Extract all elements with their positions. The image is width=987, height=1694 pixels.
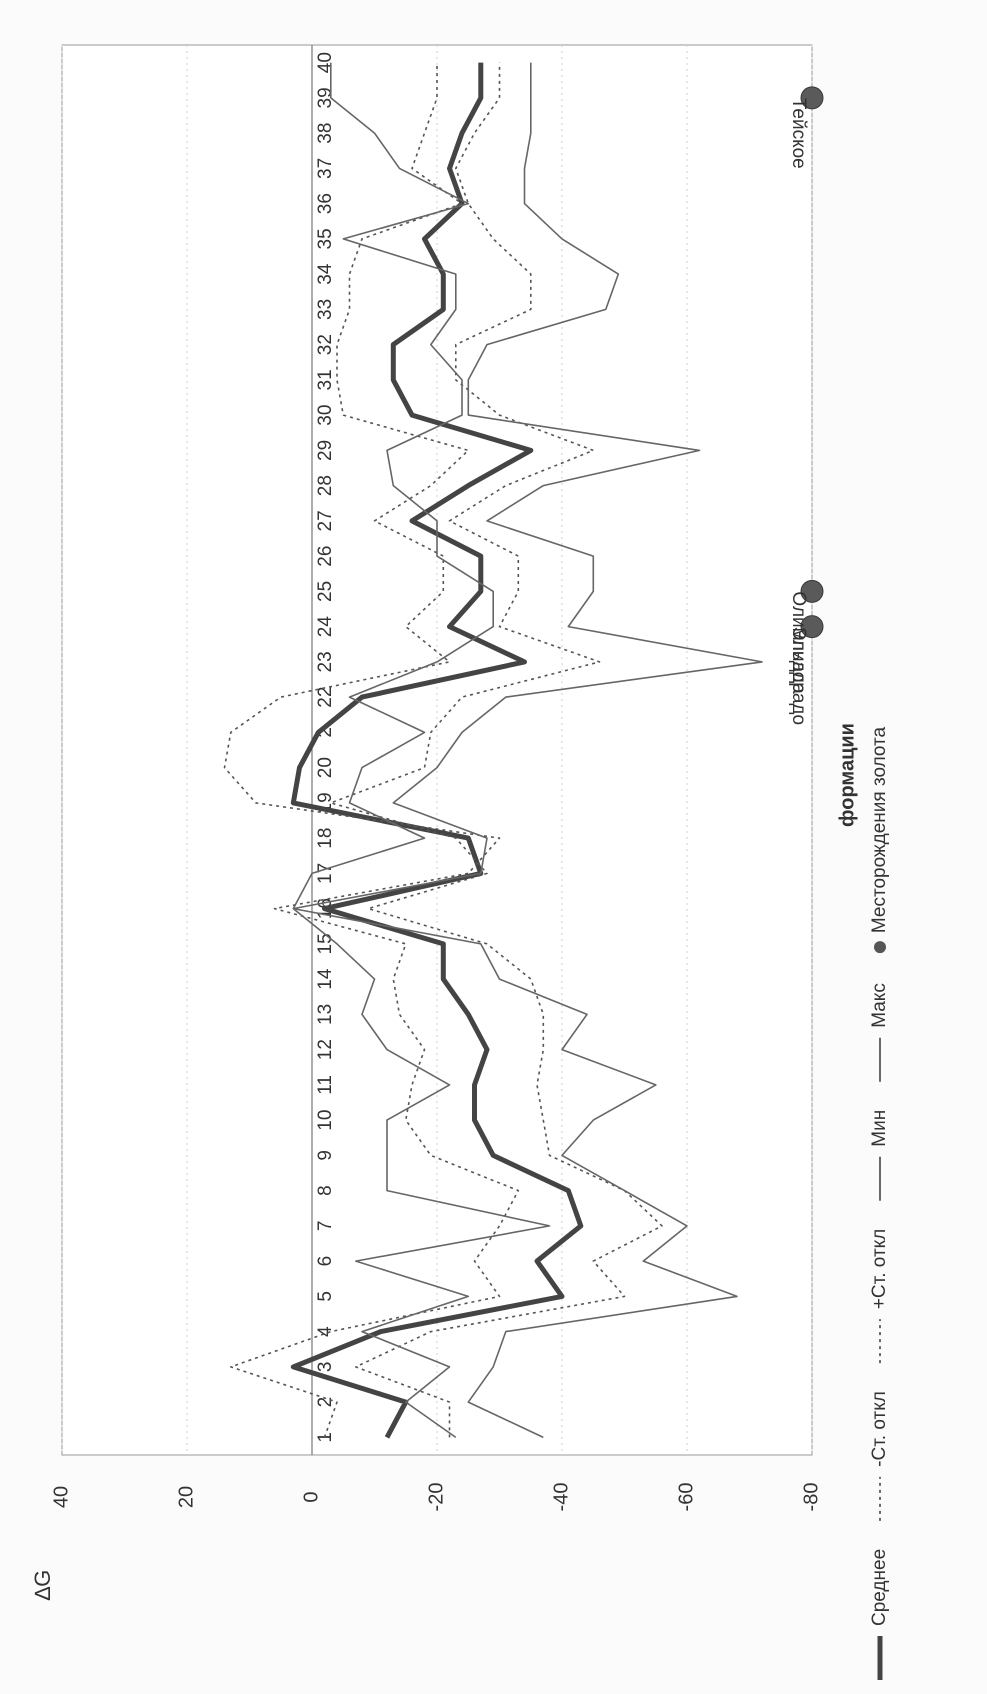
value-tick-label: -20 (425, 1483, 447, 1512)
category-label: 24 (315, 616, 336, 638)
value-tick-label: 20 (175, 1486, 197, 1508)
series-line-5 (292, 62, 551, 1439)
category-label: 26 (315, 546, 336, 567)
value-tick-label: -40 (550, 1483, 572, 1512)
category-label: 38 (315, 123, 336, 144)
series-line-3 (223, 62, 520, 1438)
category-label: 18 (315, 828, 336, 849)
gold-deposit-label: Эльдорадо (788, 627, 809, 725)
value-axis-title: ∆G (30, 1570, 55, 1601)
category-label: 40 (315, 52, 336, 73)
category-label: 20 (315, 757, 336, 778)
category-label: 25 (315, 581, 336, 602)
legend-symbol (874, 941, 886, 954)
value-tick-label: 40 (50, 1486, 72, 1508)
category-axis-title: формации (836, 723, 858, 827)
category-label: 29 (315, 440, 336, 461)
legend-label: Месторождения золота (869, 726, 890, 933)
category-label: 13 (315, 1004, 336, 1025)
value-tick-label: -80 (800, 1483, 822, 1512)
category-label: 4 (315, 1326, 336, 1337)
gold-deposit-marker (800, 615, 824, 639)
category-label: 6 (315, 1256, 336, 1267)
category-label: 22 (315, 687, 336, 708)
legend-label: Среднее (869, 1549, 890, 1626)
category-label: 2 (315, 1397, 336, 1408)
value-tick-label: -60 (675, 1483, 697, 1512)
category-label: 33 (315, 299, 336, 320)
category-label: 17 (315, 863, 336, 884)
series-line-1 (290, 62, 584, 1439)
category-label: 14 (315, 968, 336, 990)
category-label: 15 (315, 933, 336, 954)
gold-deposit-label: Олимпиада (788, 591, 809, 694)
category-label: 30 (315, 405, 336, 426)
legend-label: +Ст. откл (869, 1229, 890, 1309)
category-label: 31 (315, 369, 336, 390)
category-label: 8 (315, 1185, 336, 1196)
gold-deposit-label: Тейское (788, 98, 809, 169)
category-label: 9 (315, 1150, 336, 1161)
category-label: 11 (315, 1075, 336, 1095)
series-line-4 (292, 62, 763, 1439)
category-label: 1 (315, 1432, 336, 1443)
category-label: 10 (315, 1110, 336, 1131)
category-label: 39 (315, 87, 336, 108)
category-label: 3 (315, 1362, 336, 1373)
category-label: 2 (315, 727, 336, 738)
category-label: 34 (315, 263, 336, 285)
category-label: 27 (315, 510, 336, 531)
category-label: 28 (315, 475, 336, 496)
gold-deposit-marker (800, 579, 824, 603)
category-label: 7 (315, 1221, 336, 1232)
legend-label: Макс (869, 983, 890, 1028)
category-label: 35 (315, 228, 336, 249)
category-label: 36 (315, 193, 336, 214)
value-tick-label: 0 (300, 1491, 322, 1502)
category-label: 12 (315, 1039, 336, 1060)
category-label: 5 (315, 1291, 336, 1302)
legend-label: -Ст. откл (869, 1391, 890, 1467)
category-label: 37 (315, 158, 336, 179)
category-label: 23 (315, 651, 336, 672)
legend-label: Мин (869, 1110, 890, 1147)
category-label: 32 (315, 334, 336, 355)
gold-deposit-marker (800, 86, 824, 110)
